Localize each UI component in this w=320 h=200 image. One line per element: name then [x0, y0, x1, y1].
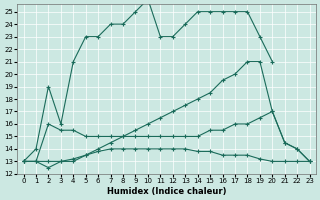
X-axis label: Humidex (Indice chaleur): Humidex (Indice chaleur)	[107, 187, 226, 196]
